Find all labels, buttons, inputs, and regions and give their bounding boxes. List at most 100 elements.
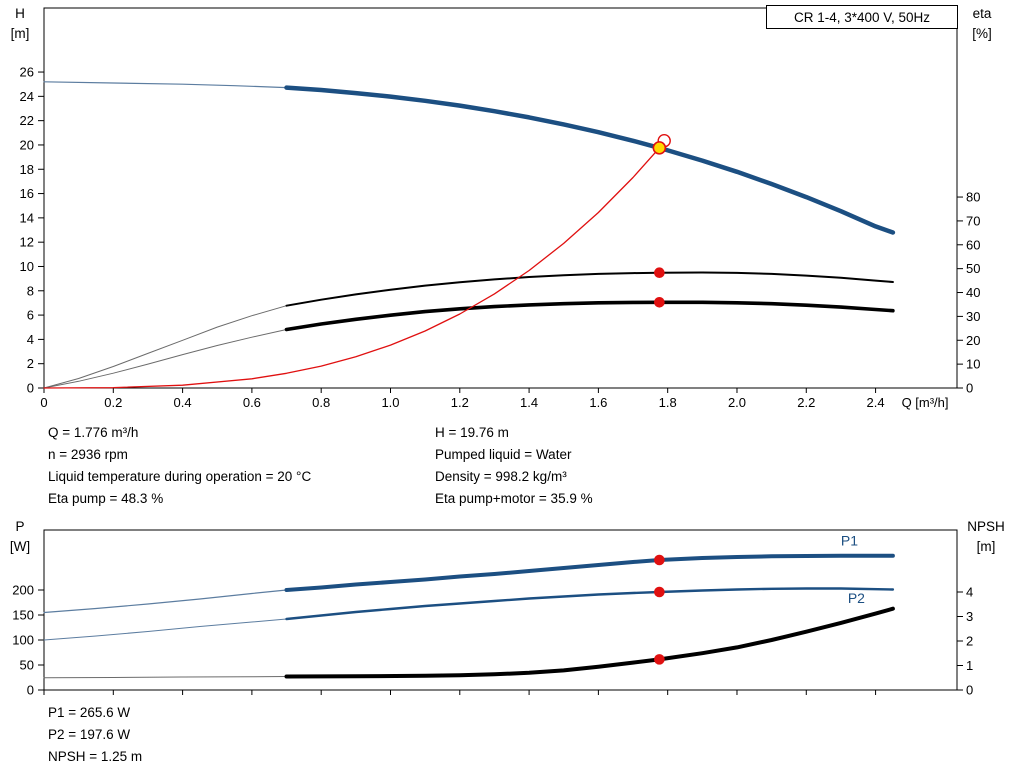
info-eta-pump-motor: Eta pump+motor = 35.9 % — [435, 491, 593, 506]
y-right-tick-label: 0 — [966, 381, 973, 396]
p-axis-label-unit: [W] — [9, 539, 31, 554]
p2-curve-extension — [43, 618, 287, 641]
info-head: H = 19.76 m — [435, 425, 509, 440]
eta-pump-motor-curve — [284, 300, 895, 332]
h-curve — [284, 85, 896, 235]
npsh-axis-label-unit: [m] — [976, 539, 996, 554]
p-axis-label-symbol: P — [15, 519, 25, 534]
y-left-tick-label: 16 — [20, 186, 34, 201]
series-label-p2: P2 — [848, 590, 865, 606]
eta-pump-curve — [285, 271, 894, 307]
qh-eta-chart[interactable]: 0 0.2 0.4 0.6 0.8 1.0 1.2 1.4 1.6 1.8 2.0 2.2 2.4 Q [… — [0, 0, 1024, 420]
y-right-tick-label: 80 — [966, 190, 980, 205]
x-tick-label: 0.4 — [174, 395, 192, 410]
eta-pump-marker — [654, 267, 665, 279]
y-left-tick-label: 14 — [20, 210, 34, 225]
x-tick-label: 2.0 — [728, 395, 746, 410]
x-tick-label: 2.2 — [797, 395, 815, 410]
x-tick-label: 1.4 — [520, 395, 538, 410]
x-tick-label: 1.8 — [659, 395, 677, 410]
y-left-tick-label: 200 — [12, 583, 34, 598]
info-npsh: NPSH = 1.25 m — [48, 749, 143, 764]
power-npsh-chart[interactable]: 0 50 100 150 200 0 1 2 3 4 P1 P2 — [0, 515, 1024, 715]
eta-pump-motor-marker — [654, 297, 665, 308]
eta-axis-label-symbol: eta — [972, 6, 992, 21]
x-axis-unit-label: Q [m³/h] — [902, 395, 949, 410]
info-p2: P2 = 197.6 W — [48, 727, 131, 742]
x-tick-label: 0.8 — [312, 395, 330, 410]
y-left-tick-label: 2 — [27, 356, 34, 371]
y-right-tick-label: 40 — [966, 285, 980, 300]
y-right-tick-label: 50 — [966, 261, 980, 276]
duty-info-block: Q = 1.776 m³/h n = 2936 rpm Liquid tempe… — [0, 422, 1024, 514]
npsh-curve-extension — [43, 676, 287, 679]
p1-curve-extension — [43, 589, 288, 614]
y-left-tick-label: 0 — [27, 683, 34, 698]
h-axis-label-symbol: H — [15, 6, 25, 21]
y-right-tick-label: 60 — [966, 237, 980, 252]
y-right-tick-label: 4 — [966, 584, 973, 599]
x-tick-label: 0.2 — [104, 395, 122, 410]
duty-system-curve — [43, 147, 661, 389]
x-tick-label: 1.6 — [589, 395, 607, 410]
info-p1: P1 = 265.6 W — [48, 705, 131, 720]
info-pumped-liquid: Pumped liquid = Water — [435, 447, 572, 462]
y-right-tick-label: 2 — [966, 633, 973, 648]
info-flow: Q = 1.776 m³/h — [48, 425, 139, 440]
h-curve-extension — [43, 81, 288, 89]
y-left-tick-label: 22 — [20, 113, 34, 128]
eta-pump-motor-extension — [43, 329, 287, 389]
eta-pump-extension — [43, 305, 287, 389]
p1-duty-marker — [654, 554, 665, 566]
npsh-duty-marker — [654, 654, 665, 665]
h-axis-label: H [m] — [2, 4, 38, 44]
p1-curve — [284, 553, 895, 592]
power-info-block: P1 = 265.6 W P2 = 197.6 W NPSH = 1.25 m — [48, 702, 142, 768]
p2-curve — [285, 587, 895, 621]
pump-model-label: CR 1-4, 3*400 V, 50Hz — [766, 5, 958, 29]
y-right-tick-label: 0 — [966, 683, 973, 698]
p2-duty-marker — [654, 586, 665, 598]
y-right-tick-label: 30 — [966, 309, 980, 324]
y-left-tick-label: 24 — [20, 89, 34, 104]
info-speed: n = 2936 rpm — [48, 447, 128, 462]
y-left-tick-label: 18 — [20, 162, 34, 177]
x-tick-label: 2.4 — [867, 395, 885, 410]
x-tick-label: 1.2 — [451, 395, 469, 410]
npsh-axis-label-symbol: NPSH — [967, 519, 1005, 534]
y-right-tick-label: 3 — [966, 609, 973, 624]
y-left-tick-label: 0 — [27, 381, 34, 396]
x-tick-label: 0.6 — [243, 395, 261, 410]
npsh-axis-label: NPSH [m] — [956, 517, 1016, 557]
y-right-tick-label: 70 — [966, 213, 980, 228]
h-axis-label-unit: [m] — [10, 26, 30, 41]
y-left-tick-label: 4 — [27, 332, 34, 347]
y-left-tick-label: 8 — [27, 283, 34, 298]
y-left-tick-label: 100 — [12, 633, 34, 648]
eta-axis-label-unit: [%] — [972, 26, 992, 41]
series-label-p1: P1 — [841, 533, 858, 549]
eta-axis-label: eta [%] — [960, 4, 1004, 44]
info-eta-pump: Eta pump = 48.3 % — [48, 491, 164, 506]
y-left-tick-label: 50 — [20, 658, 34, 673]
plot-border — [43, 7, 958, 389]
y-left-tick-label: 20 — [20, 137, 34, 152]
duty-point-marker[interactable] — [652, 141, 667, 155]
y-left-tick-label: 150 — [12, 608, 34, 623]
y-right-tick-label: 10 — [966, 357, 980, 372]
duty-info-left-column: Q = 1.776 m³/h n = 2936 rpm Liquid tempe… — [48, 422, 311, 510]
x-tick-label: 1.0 — [381, 395, 399, 410]
y-left-tick-label: 26 — [20, 65, 34, 80]
x-tick-label: 0 — [40, 395, 47, 410]
duty-info-right-column: H = 19.76 m Pumped liquid = Water Densit… — [435, 422, 593, 510]
y-left-tick-label: 6 — [27, 308, 34, 323]
y-right-tick-label: 1 — [966, 658, 973, 673]
info-density: Density = 998.2 kg/m³ — [435, 469, 567, 484]
npsh-curve — [284, 606, 895, 679]
p-axis-label: P [W] — [2, 517, 38, 557]
y-right-tick-label: 20 — [966, 333, 980, 348]
info-liquid-temperature: Liquid temperature during operation = 20… — [48, 469, 312, 484]
y-left-tick-label: 10 — [20, 259, 34, 274]
y-left-tick-label: 12 — [20, 235, 34, 250]
